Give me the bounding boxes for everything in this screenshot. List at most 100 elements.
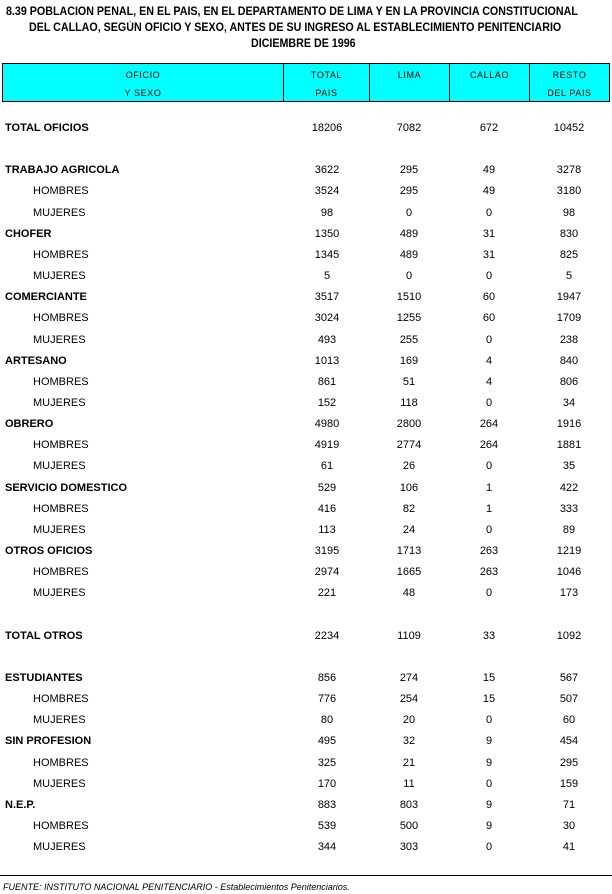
cell-lima: 500: [399, 819, 419, 832]
cell-resto-del-pais: 1092: [556, 629, 582, 642]
header-callao: CALLAO: [449, 64, 529, 101]
cell-callao: 264: [479, 418, 499, 431]
row-label: ESTUDIANTES: [5, 671, 83, 684]
cell-lima: 26: [402, 460, 416, 473]
row-label: HOMBRES: [33, 566, 89, 579]
cell-total-pais: 3517: [314, 291, 340, 304]
cell-total-pais: 1013: [314, 354, 340, 367]
cell-callao: 0: [485, 333, 493, 346]
cell-total-pais: 152: [317, 396, 337, 409]
cell-total-pais: 1345: [314, 248, 340, 261]
table-row: OBRERO 4980 2800 264 1916: [0, 418, 612, 434]
cell-total-pais: 2234: [314, 629, 340, 642]
cell-callao: 0: [485, 460, 493, 473]
cell-callao: 0: [485, 523, 493, 536]
cell-callao: 263: [479, 545, 499, 557]
cell-total-pais: 3024: [314, 312, 340, 325]
table-row: CHOFER 1350 489 31 830: [0, 228, 612, 244]
cell-lima: 2774: [396, 439, 422, 452]
row-label: MUJERES: [33, 523, 86, 536]
cell-total-pais: 539: [317, 819, 337, 832]
cell-total-pais: 3622: [314, 164, 340, 177]
cell-total-pais: 18206: [311, 122, 343, 134]
header-lima: LIMA: [369, 64, 449, 101]
row-label: HOMBRES: [33, 439, 89, 452]
cell-resto-del-pais: 173: [559, 587, 579, 600]
cell-lima: 489: [399, 227, 419, 240]
cell-callao: 0: [485, 841, 493, 854]
cell-total-pais: 3524: [314, 185, 340, 198]
cell-resto-del-pais: 1046: [556, 566, 582, 579]
row-label: MUJERES: [33, 841, 86, 854]
row-label: TOTAL OTROS: [5, 629, 83, 642]
cell-lima: 32: [402, 735, 416, 748]
row-label: TOTAL OFICIOS: [5, 122, 89, 134]
cell-callao: 15: [482, 693, 496, 706]
row-label: HOMBRES: [33, 248, 89, 261]
cell-callao: 31: [482, 248, 496, 261]
cell-total-pais: 5: [323, 270, 331, 283]
cell-callao: 4: [485, 375, 493, 388]
cell-callao: 9: [485, 756, 493, 769]
cell-total-pais: 776: [317, 693, 337, 706]
cell-lima: 169: [399, 354, 419, 367]
cell-callao: 263: [479, 566, 499, 579]
cell-resto-del-pais: 840: [559, 354, 579, 367]
cell-lima: 24: [402, 523, 416, 536]
cell-callao: 0: [485, 206, 493, 219]
table-subrow: HOMBRES 416 82 1 333: [0, 503, 612, 519]
table-row: SIN PROFESION 495 32 9 454: [0, 735, 612, 751]
cell-callao: 4: [485, 354, 493, 367]
cell-total-pais: 529: [317, 481, 337, 494]
row-label: MUJERES: [33, 714, 86, 727]
cell-resto-del-pais: 1219: [556, 545, 582, 557]
row-label: CHOFER: [5, 227, 52, 240]
cell-total-pais: 80: [320, 714, 334, 727]
cell-resto-del-pais: 35: [562, 460, 576, 473]
cell-resto-del-pais: 333: [559, 502, 579, 515]
cell-callao: 1: [485, 481, 493, 494]
cell-lima: 489: [399, 248, 419, 261]
cell-resto-del-pais: 830: [559, 227, 579, 240]
table-subrow: HOMBRES 1345 489 31 825: [0, 249, 612, 265]
table-row: ARTESANO 1013 169 4 840: [0, 355, 612, 371]
cell-lima: 274: [399, 671, 419, 684]
cell-lima: 1255: [396, 312, 422, 325]
row-label: ARTESANO: [5, 354, 67, 367]
cell-lima: 11: [403, 777, 415, 790]
cell-lima: 118: [400, 396, 418, 409]
table-subrow: MUJERES 61 26 0 35: [0, 460, 612, 476]
cell-resto-del-pais: 159: [559, 777, 579, 790]
cell-callao: 9: [485, 819, 493, 832]
source-note: FUENTE: INSTITUTO NACIONAL PENITENCIARIO…: [3, 882, 350, 892]
cell-resto-del-pais: 3278: [556, 164, 582, 177]
table-subrow: HOMBRES 325 21 9 295: [0, 757, 612, 773]
cell-resto-del-pais: 3180: [556, 185, 582, 198]
table-subrow: HOMBRES 3024 1255 60 1709: [0, 312, 612, 328]
cell-lima: 82: [402, 502, 416, 515]
cell-resto-del-pais: 89: [562, 523, 576, 536]
cell-lima: 295: [399, 164, 419, 177]
cell-callao: 9: [485, 798, 493, 811]
cell-total-pais: 416: [317, 502, 337, 515]
cell-resto-del-pais: 60: [562, 714, 576, 727]
row-label: COMERCIANTE: [5, 291, 87, 304]
cell-total-pais: 3195: [314, 545, 340, 557]
cell-total-pais: 170: [317, 777, 337, 790]
cell-total-pais: 1350: [314, 227, 340, 240]
row-label: HOMBRES: [33, 502, 89, 515]
cell-callao: 1: [485, 502, 493, 515]
table-title-line1: 8.39 POBLACION PENAL, EN EL PAIS, EN EL …: [6, 6, 578, 18]
cell-resto-del-pais: 825: [559, 248, 579, 261]
row-label: MUJERES: [33, 777, 86, 790]
cell-lima: 1713: [396, 545, 422, 557]
table-header: OFICIO Y SEXO TOTAL PAIS LIMA CALLAO RESTO…: [2, 63, 610, 102]
cell-resto-del-pais: 422: [559, 481, 579, 494]
row-label: MUJERES: [33, 333, 86, 346]
cell-total-pais: 113: [318, 523, 336, 536]
table-row: COMERCIANTE 3517 1510 60 1947: [0, 291, 612, 307]
cell-callao: 0: [485, 587, 493, 600]
cell-callao: 49: [482, 164, 496, 177]
cell-lima: 48: [402, 587, 416, 600]
row-label: HOMBRES: [33, 185, 89, 198]
